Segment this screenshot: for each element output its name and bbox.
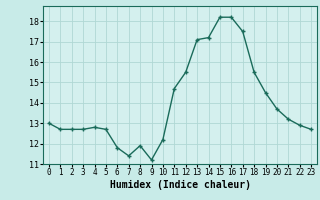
X-axis label: Humidex (Indice chaleur): Humidex (Indice chaleur): [109, 180, 251, 190]
